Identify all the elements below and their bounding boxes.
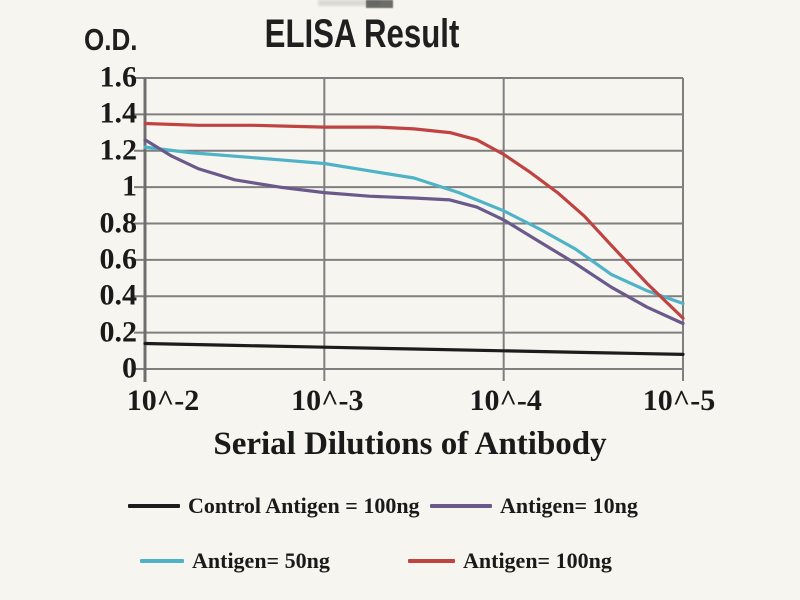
- chart-title: ELISA Result: [264, 12, 460, 56]
- series-line-2: [143, 145, 685, 306]
- y-axis-tick-labels: 0 0.2 0.4 0.6 0.8 1 1.2 1.4 1.6: [0, 0, 138, 600]
- x-tick-label: 10^-2: [126, 384, 200, 417]
- y-axis-title: O.D.: [84, 22, 138, 57]
- series-line-1: [143, 138, 685, 326]
- y-tick-label: 0.2: [99, 315, 138, 349]
- series-line-3: [143, 121, 685, 320]
- y-tick-label: 0.8: [99, 205, 138, 239]
- cropped-text-artifact: [366, 0, 393, 8]
- y-tick-label: 1: [122, 169, 137, 203]
- y-tick-label: 0: [122, 351, 137, 385]
- x-axis-title: Serial Dilutions of Antibody: [213, 426, 607, 462]
- y-tick-label: 1.4: [99, 96, 138, 130]
- y-tick-label: 0.4: [99, 278, 138, 312]
- x-tick-label: 10^-4: [469, 384, 542, 417]
- y-tick-label: 1.2: [99, 133, 138, 167]
- cropped-text-artifact: [318, 0, 380, 6]
- series-line-0: [143, 341, 685, 356]
- y-tick-label: 1.6: [99, 60, 138, 94]
- x-tick-label: 10^-3: [291, 384, 364, 417]
- y-tick-label: 0.6: [99, 242, 138, 276]
- x-tick-label: 10^-5: [642, 384, 716, 417]
- x-axis-tick-labels: 10^-2 10^-3 10^-4 10^-5: [0, 386, 800, 420]
